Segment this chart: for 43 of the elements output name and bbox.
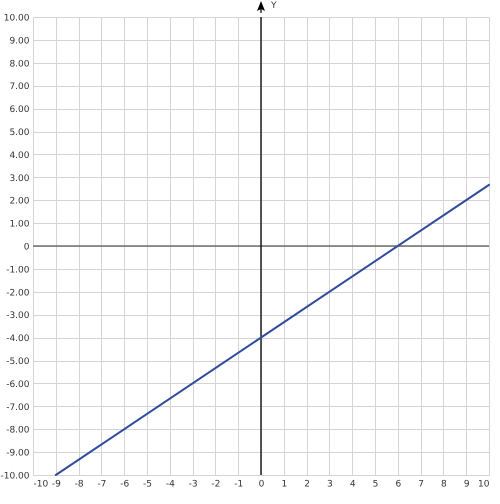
x-tick-label: -9 bbox=[52, 480, 62, 490]
y-tick-label: 9.00 bbox=[9, 36, 30, 46]
y-tick-label: -4.00 bbox=[6, 334, 30, 344]
y-tick-label: 2.00 bbox=[9, 196, 30, 207]
y-tick-label: -2.00 bbox=[6, 288, 30, 298]
x-tick-label: -6 bbox=[120, 480, 130, 490]
y-tick-label: 6.00 bbox=[9, 105, 30, 116]
y-tick-label: -1.00 bbox=[6, 265, 30, 276]
x-tick-label: -4 bbox=[166, 480, 176, 490]
x-tick-label: 1 bbox=[281, 480, 288, 490]
y-tick-label: 1.00 bbox=[9, 220, 30, 230]
y-tick-label: -7.00 bbox=[6, 402, 30, 413]
x-tick-label: -5 bbox=[143, 480, 152, 490]
y-tick-label: -6.00 bbox=[6, 380, 30, 390]
x-tick-label: -8 bbox=[74, 480, 84, 490]
x-tick-label: -10 bbox=[34, 480, 48, 490]
x-tick-label: 2 bbox=[304, 480, 310, 490]
x-tick-label: 10 bbox=[478, 480, 490, 490]
x-tick-label: -3 bbox=[188, 480, 198, 490]
x-tick-label: 6 bbox=[395, 480, 402, 490]
y-tick-label: 4.00 bbox=[9, 150, 30, 161]
y-tick-label: -10.00 bbox=[0, 472, 30, 482]
x-tick-label: 8 bbox=[441, 480, 448, 490]
y-tick-label: 5.00 bbox=[9, 128, 30, 138]
y-tick-label: -9.00 bbox=[6, 448, 30, 459]
y-tick-label: -8.00 bbox=[6, 426, 30, 436]
y-tick-label: -3.00 bbox=[6, 311, 30, 322]
y-axis-title: Y bbox=[270, 1, 277, 11]
x-tick-label: -2 bbox=[211, 480, 220, 490]
y-tick-label: 8.00 bbox=[9, 59, 30, 70]
x-tick-label: 3 bbox=[327, 480, 333, 490]
x-tick-label: 5 bbox=[372, 480, 378, 490]
x-tick-label: -1 bbox=[234, 480, 244, 490]
y-tick-label: 7.00 bbox=[9, 82, 30, 92]
x-tick-label: -7 bbox=[97, 480, 106, 490]
y-tick-label: 3.00 bbox=[9, 174, 30, 184]
x-tick-label: 9 bbox=[464, 480, 470, 490]
x-tick-label: 0 bbox=[258, 480, 265, 490]
y-tick-label: 10.00 bbox=[4, 14, 30, 24]
y-tick-label: -5.00 bbox=[6, 357, 30, 367]
y-tick-label: 0 bbox=[24, 242, 30, 252]
x-tick-label: 4 bbox=[350, 480, 356, 490]
x-tick-label: 7 bbox=[418, 480, 424, 490]
